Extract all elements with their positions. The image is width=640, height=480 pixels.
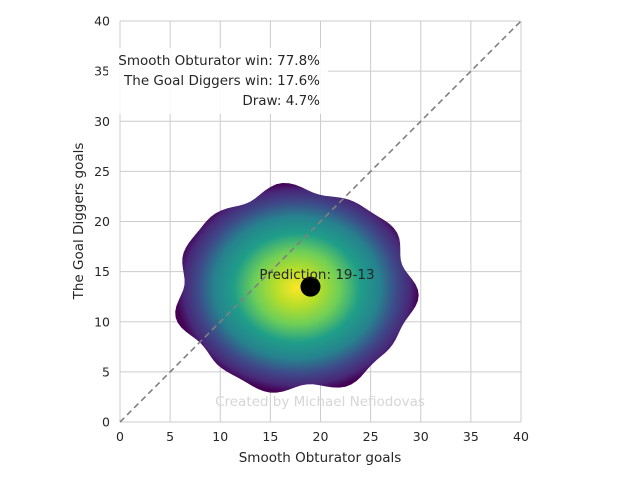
x-tick-label: 40 [513, 429, 529, 444]
diagonal-dash [119, 20, 522, 423]
x-tick-label: 10 [212, 429, 228, 444]
y-tick-label: 30 [94, 114, 110, 129]
y-tick-label: 40 [94, 14, 110, 29]
win-prob-box [108, 48, 328, 114]
density-blob [175, 183, 419, 393]
diagonal-line [119, 20, 522, 423]
prediction-point [300, 276, 321, 297]
density-region [175, 183, 419, 393]
y-tick-label: 20 [94, 214, 110, 229]
y-tick-label: 25 [94, 164, 110, 179]
y-axis-label: The Goal Diggers goals [71, 143, 87, 301]
away-win-probability: The Goal Diggers win: 17.6% [123, 73, 320, 89]
x-tick-label: 30 [413, 429, 429, 444]
draw-probability: Draw: 4.7% [242, 93, 320, 109]
prediction-label: Prediction: 19-13 [259, 267, 374, 283]
y-tick-label: 5 [102, 364, 110, 379]
x-tick-label: 20 [313, 429, 329, 444]
x-tick-label: 0 [116, 429, 124, 444]
watermark: Created by Michael Nefiodovas [215, 394, 425, 410]
y-tick-label: 15 [94, 264, 110, 279]
y-tick-label: 0 [102, 415, 110, 430]
x-tick-label: 5 [166, 429, 174, 444]
x-tick-label: 15 [262, 429, 278, 444]
x-tick-label: 25 [363, 429, 379, 444]
x-tick-label: 35 [463, 429, 479, 444]
y-tick-label: 10 [94, 314, 110, 329]
x-axis-label: Smooth Obturator goals [239, 450, 402, 466]
home-win-probability: Smooth Obturator win: 77.8% [118, 53, 320, 69]
prediction-marker [300, 276, 321, 297]
tick-labels: 0 5 10 15 20 25 30 35 40 0 5 10 15 20 25 30 35 40 [94, 14, 529, 445]
y-tick-label: 35 [94, 64, 110, 79]
